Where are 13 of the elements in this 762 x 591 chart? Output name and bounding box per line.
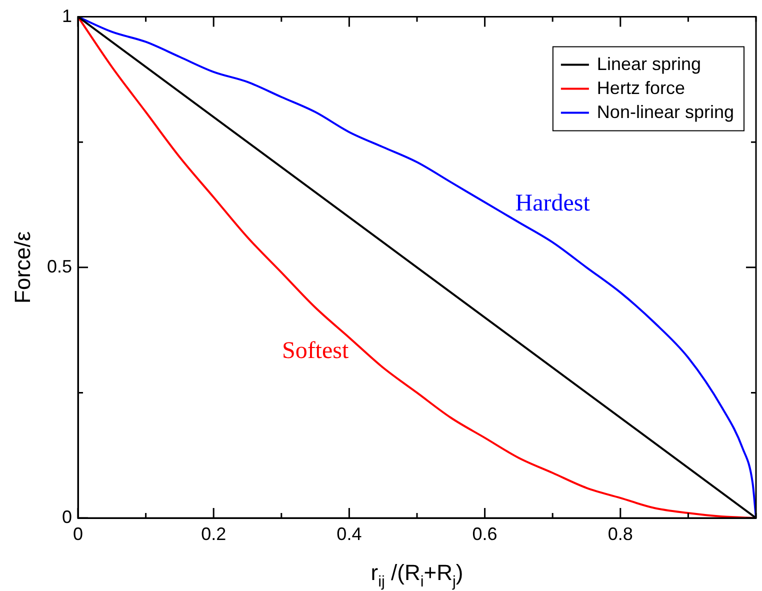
- legend-label: Hertz force: [596, 78, 685, 98]
- annotation: Hardest: [515, 190, 590, 217]
- legend-label: Linear spring: [596, 54, 701, 74]
- x-tick-label: 0.2: [201, 524, 226, 544]
- y-tick-label: 1: [62, 6, 72, 26]
- y-axis-title: Force/ε: [10, 231, 35, 304]
- annotation: Softest: [282, 338, 349, 364]
- x-tick-label: 0.4: [336, 524, 362, 544]
- legend-label: Non-linear spring: [596, 102, 734, 122]
- x-tick-label: 0.6: [472, 524, 498, 544]
- y-tick-label: 0: [62, 506, 72, 527]
- x-tick-label: 0.8: [608, 524, 633, 544]
- y-tick-label: 0.5: [46, 256, 72, 276]
